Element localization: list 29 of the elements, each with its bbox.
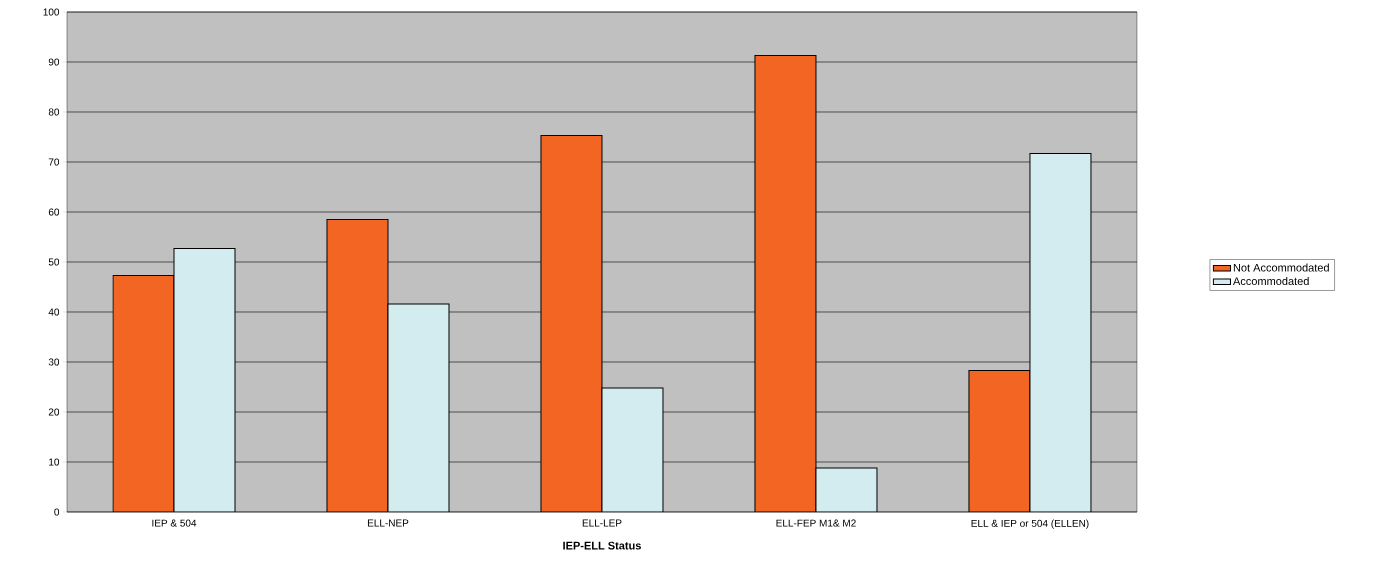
y-tick-label: 40 [48,308,60,316]
y-tick-label: 90 [48,58,60,66]
bar [112,275,175,512]
bar [1029,153,1092,512]
bar [540,135,603,512]
x-tick-label: ELL & IEP or 504 (ELLEN) [971,519,1089,529]
legend-label: Accommodated [1232,277,1309,286]
y-tick-label: 0 [54,508,60,516]
bar [173,248,236,512]
bar [387,303,450,512]
x-tick-label: ELL-LEP [582,519,622,527]
x-tick-label: ELL-NEP [367,519,409,527]
x-tick-label: ELL-FEP M1& M2 [776,519,856,527]
x-axis-title: IEP-ELL Status [563,541,641,550]
y-tick-label: 30 [48,358,60,366]
bar [326,219,389,512]
bar [754,55,817,512]
y-tick-label: 60 [48,208,60,216]
y-tick-label: 20 [48,408,60,416]
y-tick-label: 50 [48,258,60,266]
x-tick-label: IEP & 504 [152,519,197,527]
bar [968,370,1031,512]
legend-label: Not Accommodated [1233,263,1329,272]
y-tick-label: 10 [49,458,60,466]
y-tick-label: 70 [48,158,60,166]
bar [601,387,664,512]
y-tick-label: 80 [48,108,60,116]
y-tick-label: 100 [43,8,60,16]
bar [815,467,878,512]
